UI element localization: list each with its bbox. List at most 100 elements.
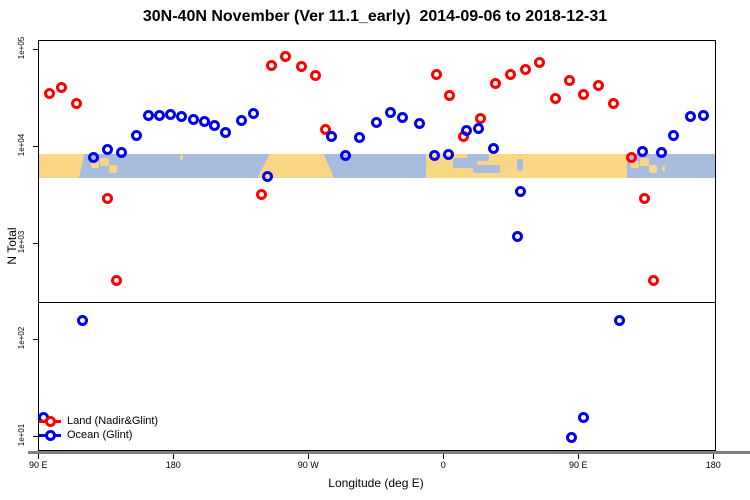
legend-marker-circle — [45, 430, 56, 441]
island — [631, 161, 639, 168]
ocean-point — [247, 108, 259, 120]
y-tick-label: 1e+04 — [17, 133, 26, 157]
land-point — [430, 69, 442, 81]
land-point — [578, 88, 590, 100]
legend-label: Land (Nadir&Glint) — [67, 415, 159, 427]
y-tick-label: 1e+05 — [17, 37, 26, 60]
ocean-point — [198, 116, 210, 128]
land-point — [549, 92, 561, 104]
ocean-point — [396, 112, 408, 124]
ocean-point — [514, 185, 526, 197]
inland-sea — [517, 158, 524, 171]
legend-label: Ocean (Glint) — [67, 429, 133, 441]
ocean-point — [209, 120, 221, 132]
ocean-point — [636, 145, 648, 157]
land-point — [320, 124, 332, 136]
island — [180, 155, 183, 160]
ocean-point — [511, 230, 523, 242]
x-tick-label: 90 E — [29, 460, 48, 470]
ocean-point — [614, 315, 626, 327]
y-tick — [33, 146, 38, 147]
y-tick — [33, 339, 38, 341]
land-point — [255, 189, 267, 201]
land-point — [519, 64, 531, 76]
x-tick-label: 180 — [705, 460, 721, 470]
land-point — [639, 193, 651, 205]
ocean-point — [461, 124, 473, 136]
x-tick — [578, 454, 580, 459]
inland-sea — [472, 164, 500, 173]
ocean-point — [429, 149, 441, 161]
world-map-strip — [39, 153, 715, 178]
ocean-point — [219, 127, 231, 139]
ocean-point — [566, 431, 578, 443]
land-segment — [257, 153, 335, 178]
y-tick-label: 1e+01 — [17, 423, 26, 447]
ocean-point — [87, 152, 99, 164]
ocean-point — [261, 170, 273, 182]
y-tick — [33, 436, 38, 438]
inland-sea — [466, 153, 490, 161]
land-point — [534, 56, 546, 68]
x-tick-label: 90 W — [297, 460, 319, 470]
land-point — [279, 50, 291, 62]
legend: Land (Nadir&Glint) Ocean (Glint) — [39, 414, 158, 442]
island — [649, 164, 657, 173]
x-axis-title: Longitude (deg E) — [328, 476, 424, 490]
land-point — [102, 193, 114, 205]
x-tick-label: 0 — [440, 460, 446, 470]
land-point — [625, 152, 637, 164]
ocean-point — [165, 108, 177, 120]
x-tick-label: 180 — [165, 460, 181, 470]
legend-marker-circle — [45, 416, 56, 427]
ocean-point — [414, 117, 426, 129]
ocean-point — [176, 111, 188, 123]
ocean-point — [187, 113, 199, 125]
land-point — [489, 78, 501, 90]
land-point — [266, 59, 278, 71]
plot-area — [37, 40, 716, 451]
ocean-point — [487, 142, 499, 154]
land-point — [564, 74, 576, 86]
land-point — [111, 274, 123, 286]
ocean-point — [667, 129, 679, 141]
island — [640, 158, 650, 166]
island — [100, 158, 110, 166]
y-tick-label: 1e+03 — [17, 230, 26, 253]
ocean-point — [116, 147, 128, 159]
land-point — [444, 90, 456, 102]
land-point — [474, 113, 486, 125]
land-point — [295, 60, 307, 72]
ocean-point — [326, 131, 338, 143]
x-tick — [308, 454, 310, 459]
x-tick — [38, 454, 40, 459]
land-point — [648, 274, 660, 286]
ocean-point — [655, 147, 667, 159]
ocean-point — [142, 110, 154, 122]
ocean-point — [76, 315, 88, 327]
land-point — [309, 69, 321, 81]
legend-item: Land (Nadir&Glint) — [39, 414, 158, 428]
ocean-point — [698, 110, 710, 122]
ocean-point — [130, 130, 142, 142]
ocean-point — [578, 411, 590, 423]
land-point — [607, 98, 619, 110]
reference-line — [39, 301, 715, 303]
ocean-point — [235, 115, 247, 127]
ocean-point — [339, 150, 351, 162]
island — [109, 164, 117, 173]
ocean-point — [443, 148, 455, 160]
island — [91, 161, 99, 168]
island — [661, 165, 665, 171]
ocean-point — [371, 116, 383, 128]
land-point — [504, 69, 516, 81]
y-tick — [33, 49, 38, 51]
legend-marker — [39, 429, 61, 441]
ocean-point — [473, 123, 485, 135]
ocean-point — [384, 106, 396, 118]
legend-item: Ocean (Glint) — [39, 428, 158, 442]
ocean-point — [153, 109, 165, 121]
ocean-point — [354, 132, 366, 144]
land-segment — [39, 153, 85, 178]
